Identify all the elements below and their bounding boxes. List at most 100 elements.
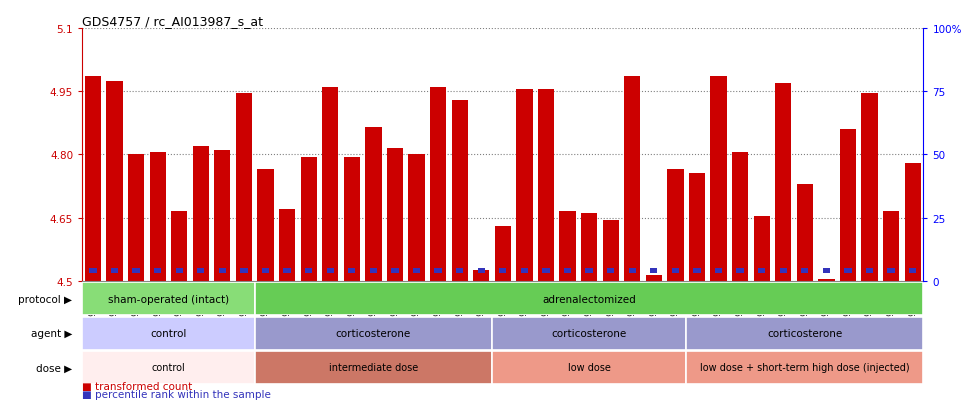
Bar [305, 268, 312, 274]
Bar [478, 268, 484, 274]
Text: control: control [152, 363, 186, 373]
Text: corticosterone: corticosterone [551, 328, 627, 338]
Bar [89, 268, 97, 274]
Text: ■ transformed count: ■ transformed count [82, 381, 192, 391]
Bar [844, 268, 852, 274]
Bar [840, 130, 856, 281]
Bar [369, 268, 377, 274]
Bar [176, 268, 183, 274]
Bar [111, 268, 118, 274]
Bar [343, 157, 360, 281]
Bar [192, 147, 209, 281]
Text: low dose: low dose [568, 363, 610, 373]
Text: low dose + short-term high dose (injected): low dose + short-term high dose (injecte… [700, 363, 910, 373]
Text: sham-operated (intact): sham-operated (intact) [108, 294, 229, 304]
Bar [254, 282, 923, 316]
Text: adrenalectomized: adrenalectomized [542, 294, 636, 304]
Text: corticosterone: corticosterone [336, 328, 411, 338]
Bar [492, 317, 687, 350]
Bar [607, 268, 614, 274]
Bar [85, 77, 102, 281]
Bar [327, 268, 334, 274]
Bar [197, 268, 204, 274]
Bar [499, 268, 507, 274]
Bar [348, 268, 356, 274]
Bar [888, 268, 894, 274]
Bar [624, 77, 640, 281]
Bar [667, 170, 684, 281]
Bar [629, 268, 636, 274]
Bar [132, 268, 140, 274]
Bar [106, 81, 123, 281]
Bar [865, 268, 873, 274]
Bar [492, 351, 687, 384]
Bar [585, 268, 593, 274]
Text: control: control [150, 328, 187, 338]
Bar [883, 212, 899, 281]
Text: agent ▶: agent ▶ [31, 328, 73, 338]
Bar [283, 268, 291, 274]
Bar [542, 268, 549, 274]
Bar [128, 155, 144, 281]
Bar [862, 94, 878, 281]
Bar [219, 268, 226, 274]
Bar [909, 268, 917, 274]
Bar [715, 268, 722, 274]
Bar [672, 268, 679, 274]
Bar [521, 268, 528, 274]
Bar [758, 268, 765, 274]
Bar [823, 268, 830, 274]
Bar [753, 216, 770, 281]
Bar [564, 268, 571, 274]
Bar [602, 220, 619, 281]
Bar [797, 185, 813, 281]
Bar [82, 317, 254, 350]
Bar [687, 317, 923, 350]
Bar [262, 268, 269, 274]
Bar [392, 268, 398, 274]
Bar [560, 212, 575, 281]
Bar [254, 351, 492, 384]
Bar [279, 210, 295, 281]
Bar [473, 271, 489, 281]
Bar [366, 128, 382, 281]
Text: ■ percentile rank within the sample: ■ percentile rank within the sample [82, 389, 271, 399]
Bar [408, 155, 425, 281]
Bar [732, 153, 748, 281]
Bar [215, 151, 230, 281]
Bar [452, 100, 468, 281]
Text: corticosterone: corticosterone [767, 328, 842, 338]
Bar [413, 268, 421, 274]
Bar [802, 268, 808, 274]
Bar [711, 77, 726, 281]
Bar [236, 94, 252, 281]
Bar [646, 275, 662, 281]
Bar [779, 268, 787, 274]
Bar [434, 268, 442, 274]
Text: dose ▶: dose ▶ [36, 363, 73, 373]
Bar [689, 174, 705, 281]
Text: protocol ▶: protocol ▶ [18, 294, 73, 304]
Bar [430, 88, 446, 281]
Bar [581, 214, 598, 281]
Bar [82, 351, 254, 384]
Bar [687, 351, 923, 384]
Bar [776, 83, 791, 281]
Bar [737, 268, 744, 274]
Bar [301, 157, 317, 281]
Bar [322, 88, 338, 281]
Bar [904, 164, 921, 281]
Bar [150, 153, 165, 281]
Bar [254, 317, 492, 350]
Bar [241, 268, 248, 274]
Bar [693, 268, 701, 274]
Bar [818, 279, 835, 281]
Bar [257, 170, 274, 281]
Text: GDS4757 / rc_AI013987_s_at: GDS4757 / rc_AI013987_s_at [82, 15, 263, 28]
Bar [538, 90, 554, 281]
Bar [650, 268, 658, 274]
Bar [516, 90, 533, 281]
Bar [171, 212, 188, 281]
Bar [82, 282, 254, 316]
Bar [154, 268, 161, 274]
